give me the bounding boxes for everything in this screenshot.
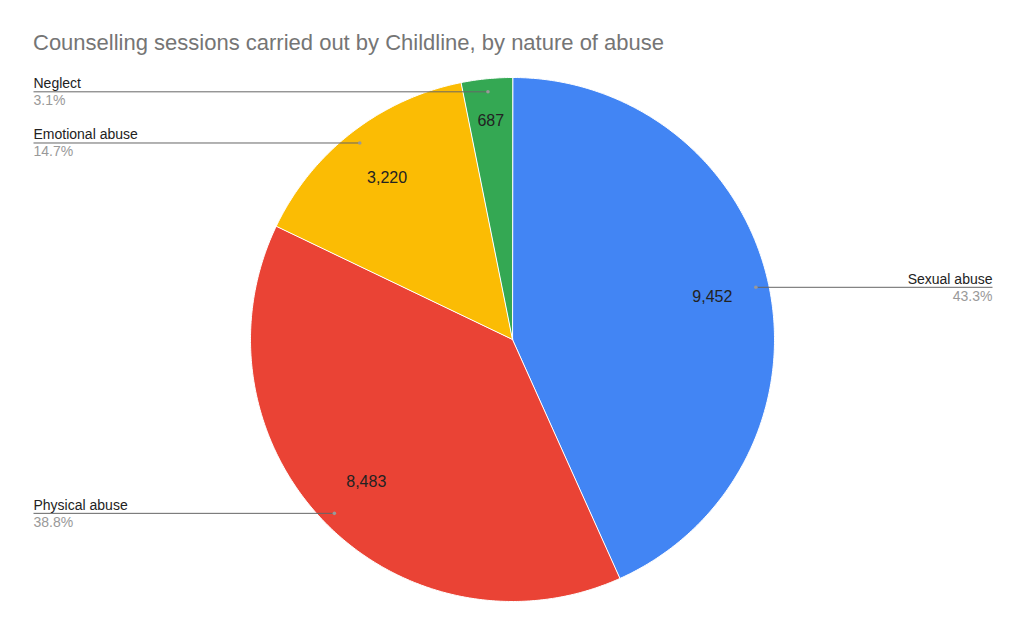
svg-text:3,220: 3,220 [367,169,407,186]
svg-text:687: 687 [477,112,504,129]
svg-text:Emotional abuse: Emotional abuse [34,126,139,142]
svg-text:Sexual abuse: Sexual abuse [908,271,993,287]
svg-text:43.3%43.3: 43.3%43.3 [953,288,993,304]
svg-text:3.1%3.1: 3.1%3.1 [34,92,66,108]
svg-text:8,483: 8,483 [346,473,386,490]
svg-text:Physical abuse: Physical abuse [34,497,128,513]
html-text:Counselling sessions carried o: Counselling sessions carried out by Chil… [33,30,664,55]
svg-text:38.8%38.8: 38.8%38.8 [34,514,74,530]
svg-text:14.7%14.7: 14.7%14.7 [34,143,74,159]
svg-text:Neglect: Neglect [34,75,82,91]
svg-text:9,452: 9,452 [692,288,732,305]
